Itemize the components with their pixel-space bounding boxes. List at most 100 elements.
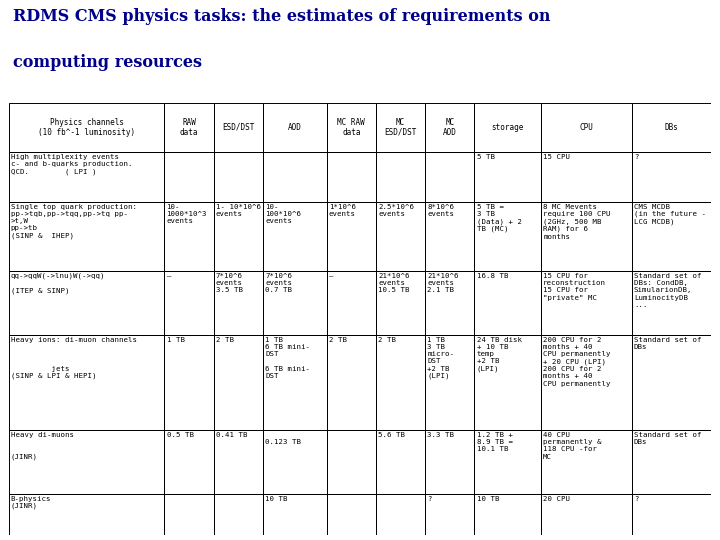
Bar	[426, 201, 474, 271]
Text: 2.5*10^6
events: 2.5*10^6 events	[378, 204, 414, 217]
Text: 10 TB: 10 TB	[265, 496, 287, 502]
Text: —: —	[166, 273, 171, 279]
Text: DBs: DBs	[665, 123, 678, 132]
Bar	[631, 103, 711, 152]
Text: 5 TB =
3 TB
(Data) + 2
TB (MC): 5 TB = 3 TB (Data) + 2 TB (MC)	[477, 204, 521, 232]
Bar	[164, 103, 214, 152]
Bar	[376, 335, 426, 430]
Bar	[214, 430, 263, 494]
Text: 1- 10*10^6
events: 1- 10*10^6 events	[216, 204, 261, 217]
Text: 2 TB: 2 TB	[378, 337, 396, 343]
Bar	[474, 201, 541, 271]
Bar	[9, 271, 164, 335]
Bar	[263, 430, 327, 494]
Bar	[474, 494, 541, 535]
Text: MC RAW
data: MC RAW data	[338, 118, 365, 137]
Bar	[541, 430, 631, 494]
Text: High multiplexity events
c- and b-quarks production.
QCD.        ( LPI ): High multiplexity events c- and b-quarks…	[11, 154, 132, 175]
Text: 1*10^6
events: 1*10^6 events	[329, 204, 356, 217]
Text: 7*10^6
events
3.5 TB: 7*10^6 events 3.5 TB	[216, 273, 243, 293]
Text: 3.3 TB: 3.3 TB	[427, 432, 454, 438]
Bar	[541, 271, 631, 335]
Text: RDMS CMS physics tasks: the estimates of requirements on: RDMS CMS physics tasks: the estimates of…	[13, 8, 551, 25]
Text: 7*10^6
events
0.7 TB: 7*10^6 events 0.7 TB	[265, 273, 292, 293]
Bar	[631, 335, 711, 430]
Bar	[263, 271, 327, 335]
Text: AOD: AOD	[288, 123, 302, 132]
Text: Heavy ions: di-muon channels



         jets
(SINP & LPI & HEPI): Heavy ions: di-muon channels jets (SINP …	[11, 337, 137, 380]
Text: 21*10^6
events
10.5 TB: 21*10^6 events 10.5 TB	[378, 273, 410, 293]
Bar	[541, 201, 631, 271]
Text: CMS MCDB
(in the future -
LCG MCDB): CMS MCDB (in the future - LCG MCDB)	[634, 204, 706, 225]
Bar	[631, 430, 711, 494]
Text: RAW
data: RAW data	[180, 118, 198, 137]
Bar	[376, 430, 426, 494]
Text: 21*10^6
events
2.1 TB: 21*10^6 events 2.1 TB	[427, 273, 459, 293]
Bar	[164, 494, 214, 535]
Bar	[9, 201, 164, 271]
Text: ESD/DST: ESD/DST	[222, 123, 254, 132]
Text: 15 CPU for
reconstruction
15 CPU for
"private" MC: 15 CPU for reconstruction 15 CPU for "pr…	[543, 273, 606, 301]
Bar	[376, 494, 426, 535]
Text: Physics channels
(10 fb^-1 luminosity): Physics channels (10 fb^-1 luminosity)	[38, 118, 135, 137]
Bar	[9, 335, 164, 430]
Text: 1 TB
6 TB mini-
DST

6 TB mini-
DST: 1 TB 6 TB mini- DST 6 TB mini- DST	[265, 337, 310, 379]
Bar	[214, 271, 263, 335]
Bar	[164, 201, 214, 271]
Text: Heavy di-muons


(JINR): Heavy di-muons (JINR)	[11, 432, 73, 460]
Bar	[263, 335, 327, 430]
Text: computing resources: computing resources	[13, 54, 202, 71]
Text: 1 TB: 1 TB	[166, 337, 184, 343]
Text: 24 TB disk
+ 10 TB
temp
+2 TB
(LPI): 24 TB disk + 10 TB temp +2 TB (LPI)	[477, 337, 521, 372]
Text: MC
AOD: MC AOD	[443, 118, 456, 137]
Bar	[9, 494, 164, 535]
Text: storage: storage	[492, 123, 524, 132]
Bar	[376, 271, 426, 335]
Bar	[263, 201, 327, 271]
Text: Standard set of
DBs: Standard set of DBs	[634, 337, 701, 350]
Bar	[214, 103, 263, 152]
Bar	[474, 335, 541, 430]
Text: Single top quark production:
pp->tqb,pp->tqq,pp->tq pp-
>t,W
pp->tb
(SINP &  IHE: Single top quark production: pp->tqb,pp-…	[11, 204, 137, 239]
Bar	[263, 152, 327, 201]
Bar	[327, 430, 376, 494]
Bar	[426, 430, 474, 494]
Bar	[631, 152, 711, 201]
Text: 15 CPU: 15 CPU	[543, 154, 570, 160]
Bar	[9, 152, 164, 201]
Text: 1 TB
3 TB
micro-
DST
+2 TB
(LPI): 1 TB 3 TB micro- DST +2 TB (LPI)	[427, 337, 454, 380]
Text: ?: ?	[634, 154, 638, 160]
Bar	[9, 103, 164, 152]
Bar	[214, 494, 263, 535]
Text: 8*10^6
events: 8*10^6 events	[427, 204, 454, 217]
Text: 1.2 TB +
8.9 TB =
10.1 TB: 1.2 TB + 8.9 TB = 10.1 TB	[477, 432, 513, 453]
Text: Standard set of
DBs: CondDB,
SimularionDB,
LuminocityDB
...: Standard set of DBs: CondDB, SimularionD…	[634, 273, 701, 308]
Text: 5 TB: 5 TB	[477, 154, 495, 160]
Bar	[9, 430, 164, 494]
Bar	[164, 430, 214, 494]
Bar	[474, 271, 541, 335]
Text: 0.5 TB: 0.5 TB	[166, 432, 194, 438]
Bar	[327, 152, 376, 201]
Text: 0.41 TB: 0.41 TB	[216, 432, 247, 438]
Bar	[263, 494, 327, 535]
Bar	[474, 430, 541, 494]
Bar	[426, 335, 474, 430]
Text: qq->qqW(->lnu)W(->qq)

(ITEP & SINP): qq->qqW(->lnu)W(->qq) (ITEP & SINP)	[11, 273, 105, 294]
Text: 40 CPU
permanently &
118 CPU -for
MC: 40 CPU permanently & 118 CPU -for MC	[543, 432, 602, 460]
Bar	[164, 271, 214, 335]
Bar	[474, 152, 541, 201]
Bar	[631, 271, 711, 335]
Bar	[426, 103, 474, 152]
Bar	[541, 335, 631, 430]
Bar	[426, 271, 474, 335]
Text: —: —	[329, 273, 333, 279]
Bar	[541, 152, 631, 201]
Text: ?: ?	[427, 496, 432, 502]
Bar	[474, 103, 541, 152]
Text: B-physics
(JINR): B-physics (JINR)	[11, 496, 51, 509]
Bar	[376, 152, 426, 201]
Bar	[631, 494, 711, 535]
Text: CPU: CPU	[580, 123, 593, 132]
Text: MC
ESD/DST: MC ESD/DST	[384, 118, 417, 137]
